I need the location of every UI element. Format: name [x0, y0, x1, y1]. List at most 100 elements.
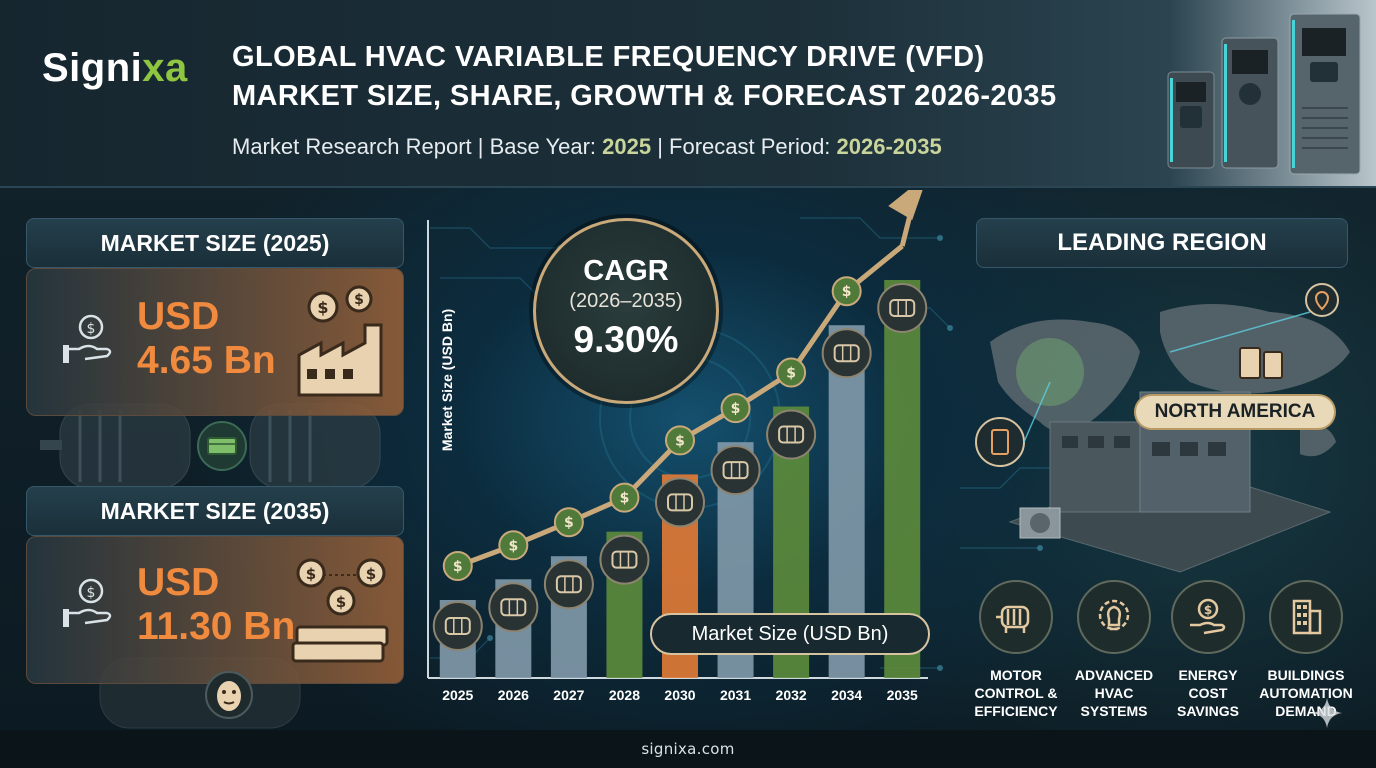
x-tick-label: 2034	[831, 687, 862, 703]
fan-icon	[599, 534, 650, 585]
vfd-device-small	[1167, 71, 1215, 169]
dollar-hand-icon: $	[63, 314, 112, 363]
money-coins-icon: $ $ $	[291, 558, 389, 663]
footer-url[interactable]: signixa.com	[641, 740, 735, 758]
building-illustration	[1008, 391, 1332, 573]
cagr-value: 9.30%	[573, 319, 679, 360]
dollar-coin-icon: $	[498, 530, 529, 561]
x-tick-label: 2030	[664, 687, 695, 703]
svg-text:$: $	[786, 366, 796, 382]
dollar-coin-icon: $	[665, 425, 695, 456]
driver-energy-cost: $ ENERGY COST SAVINGS	[1158, 580, 1258, 720]
svg-text:$: $	[1204, 603, 1212, 617]
vfd-drive-icon	[821, 328, 872, 379]
x-tick-label: 2025	[442, 687, 473, 703]
fan-icon	[877, 283, 928, 333]
dollar-coin-icon: $	[776, 357, 807, 388]
region-glow	[1016, 338, 1084, 406]
factory-icon: $ $	[297, 285, 383, 397]
north-america-map	[975, 283, 1350, 573]
market-2025-amount: 4.65 Bn	[137, 339, 276, 382]
driver-label: ADVANCED HVAC SYSTEMS	[1074, 667, 1154, 719]
vfd-drive-icon	[766, 409, 817, 460]
bar-2035	[884, 280, 921, 678]
motor-illustration	[40, 403, 381, 489]
y-axis-label: Market Size (USD Bn)	[439, 308, 455, 452]
page-subtitle: Market Research Report | Base Year: 2025…	[232, 134, 942, 160]
driver-label: MOTOR CONTROL & EFFICIENCY	[974, 667, 1058, 719]
footer: signixa.com	[0, 730, 1376, 768]
svg-text:$: $	[842, 284, 852, 300]
dollar-coin-icon: $	[442, 551, 473, 581]
x-axis-labels: 2025 2026 2027 2028 2030 2031 2032 2034 2035	[442, 687, 918, 703]
svg-text:$: $	[620, 491, 630, 507]
cagr-label: CAGR	[583, 255, 669, 287]
header-band	[0, 0, 1376, 188]
cagr-period: (2026–2035)	[569, 290, 683, 312]
title-line-2: MARKET SIZE, SHARE, GROWTH & FORECAST 20…	[232, 80, 1057, 112]
svg-text:$: $	[366, 565, 376, 583]
page-title: GLOBAL HVAC VARIABLE FREQUENCY DRIVE (VF…	[232, 38, 1152, 116]
x-tick-label: 2031	[720, 687, 751, 703]
leading-region-name: NORTH AMERICA	[1134, 394, 1336, 430]
money-stack-icon	[197, 421, 247, 471]
dollar-coin-icon: $	[720, 393, 751, 424]
vfd-device-large	[1289, 13, 1361, 175]
svg-text:$: $	[731, 401, 741, 417]
motor-icon	[432, 601, 483, 651]
trend-arrow-head	[888, 190, 923, 220]
svg-text:$: $	[675, 433, 685, 449]
location-pin-icon	[1305, 283, 1339, 317]
vfd-panel-icon	[975, 417, 1025, 467]
svg-text:$: $	[508, 538, 518, 554]
dollar-coin-icon: $	[609, 482, 640, 513]
building-icon	[1269, 580, 1343, 654]
svg-text:$: $	[306, 565, 316, 583]
x-tick-label: 2032	[776, 687, 807, 703]
motor-icon	[710, 445, 761, 496]
x-tick-label: 2035	[887, 687, 918, 703]
svg-text:$: $	[317, 298, 328, 317]
x-tick-label: 2028	[609, 687, 640, 703]
market-2025-currency: USD	[137, 295, 220, 338]
driver-motor-control: MOTOR CONTROL & EFFICIENCY	[966, 580, 1066, 720]
dollar-coin-icon: $	[553, 507, 584, 538]
trend-line: $ $ $ $ $ $ $ $	[442, 190, 923, 581]
dollar-hand-icon: $	[1171, 580, 1245, 654]
trend-arrow-shaft	[899, 205, 915, 247]
forecast-period: 2026-2035	[836, 134, 942, 159]
signixa-logo: Signixa	[42, 46, 188, 91]
market-2025-title: MARKET SIZE (2025)	[26, 218, 404, 268]
x-tick-label: 2027	[553, 687, 584, 703]
logo-text: Signi	[42, 46, 143, 90]
driver-advanced-hvac: ADVANCED HVAC SYSTEMS	[1064, 580, 1164, 720]
market-2035-card: $ USD 11.30 Bn $ $ $	[26, 536, 404, 684]
svg-text:$: $	[453, 559, 463, 575]
motor-icon	[543, 559, 594, 610]
driver-label: ENERGY COST SAVINGS	[1177, 667, 1239, 719]
motor-icon	[655, 477, 705, 528]
subtitle-prefix: Market Research Report | Base Year:	[232, 134, 603, 159]
driver-buildings-automation: BUILDINGS AUTOMATION DEMAND	[1256, 580, 1356, 720]
vfd-units-icon	[1239, 347, 1283, 379]
face-mask-icon	[205, 671, 253, 719]
market-2035-amount: 11.30 Bn	[137, 605, 296, 648]
market-2035-currency: USD	[137, 561, 220, 604]
vfd-devices-image	[1167, 13, 1361, 175]
market-2025-value: USD 4.65 Bn	[137, 295, 276, 383]
dollar-hand-icon: $	[63, 578, 112, 627]
subtitle-mid: | Forecast Period:	[651, 134, 837, 159]
market-2025-card: $ USD 4.65 Bn $ $	[26, 268, 404, 416]
svg-text:$: $	[87, 585, 96, 601]
x-tick-label: 2026	[498, 687, 529, 703]
base-year: 2025	[602, 134, 652, 159]
svg-text:$: $	[564, 515, 574, 531]
motor-icon	[979, 580, 1053, 654]
market-2035-title: MARKET SIZE (2035)	[26, 486, 404, 536]
svg-text:$: $	[87, 321, 96, 337]
leading-region-title: LEADING REGION	[976, 218, 1348, 268]
vfd-device-medium	[1221, 37, 1279, 169]
motor-icon	[488, 582, 539, 633]
logo-accent: xa	[142, 46, 188, 90]
market-2035-value: USD 11.30 Bn	[137, 561, 295, 649]
